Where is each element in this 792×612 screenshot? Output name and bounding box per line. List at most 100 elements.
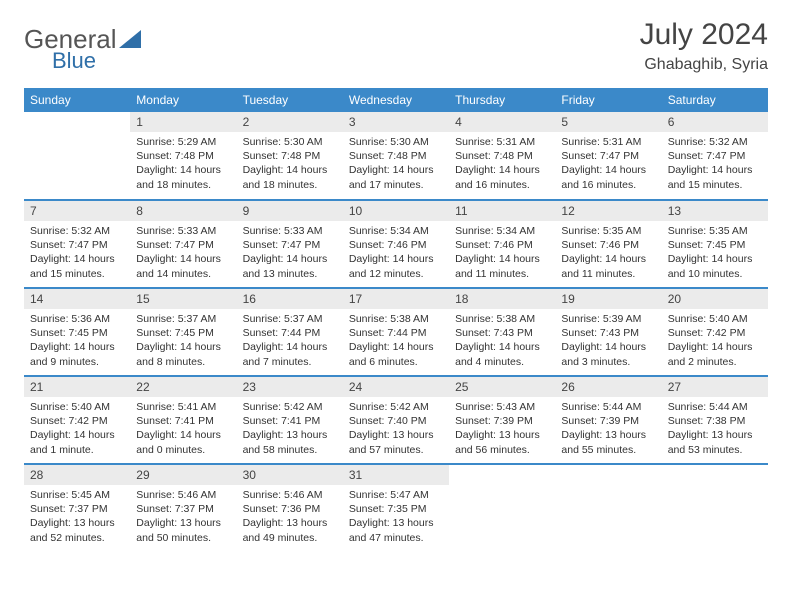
sunrise-line: Sunrise: 5:43 AM [455, 400, 549, 414]
sunset-line: Sunset: 7:38 PM [668, 414, 762, 428]
day-content: Sunrise: 5:37 AMSunset: 7:45 PMDaylight:… [130, 309, 236, 375]
day-content: Sunrise: 5:35 AMSunset: 7:46 PMDaylight:… [555, 221, 661, 287]
sunset-line: Sunset: 7:44 PM [349, 326, 443, 340]
calendar-day-cell: 30Sunrise: 5:46 AMSunset: 7:36 PMDayligh… [237, 464, 343, 552]
sunrise-line: Sunrise: 5:35 AM [668, 224, 762, 238]
calendar-week-row: 1Sunrise: 5:29 AMSunset: 7:48 PMDaylight… [24, 112, 768, 200]
day-content: Sunrise: 5:45 AMSunset: 7:37 PMDaylight:… [24, 485, 130, 551]
day-content: Sunrise: 5:44 AMSunset: 7:39 PMDaylight:… [555, 397, 661, 463]
day-number: 22 [130, 377, 236, 397]
sunset-line: Sunset: 7:40 PM [349, 414, 443, 428]
daylight-line: Daylight: 14 hours and 14 minutes. [136, 252, 230, 280]
day-content: Sunrise: 5:38 AMSunset: 7:44 PMDaylight:… [343, 309, 449, 375]
daylight-line: Daylight: 13 hours and 53 minutes. [668, 428, 762, 456]
daylight-line: Daylight: 14 hours and 12 minutes. [349, 252, 443, 280]
calendar-day-cell: 16Sunrise: 5:37 AMSunset: 7:44 PMDayligh… [237, 288, 343, 376]
sunset-line: Sunset: 7:45 PM [30, 326, 124, 340]
daylight-line: Daylight: 13 hours and 52 minutes. [30, 516, 124, 544]
weekday-header-row: SundayMondayTuesdayWednesdayThursdayFrid… [24, 88, 768, 112]
sunrise-line: Sunrise: 5:29 AM [136, 135, 230, 149]
sunrise-line: Sunrise: 5:33 AM [243, 224, 337, 238]
weekday-header: Wednesday [343, 88, 449, 112]
day-content: Sunrise: 5:40 AMSunset: 7:42 PMDaylight:… [662, 309, 768, 375]
sunset-line: Sunset: 7:37 PM [136, 502, 230, 516]
daylight-line: Daylight: 13 hours and 47 minutes. [349, 516, 443, 544]
calendar-day-cell: 7Sunrise: 5:32 AMSunset: 7:47 PMDaylight… [24, 200, 130, 288]
location: Ghabaghib, Syria [640, 56, 768, 74]
weekday-header: Friday [555, 88, 661, 112]
day-number: 30 [237, 465, 343, 485]
sunset-line: Sunset: 7:45 PM [136, 326, 230, 340]
title-block: July 2024 Ghabaghib, Syria [640, 18, 768, 74]
sunset-line: Sunset: 7:46 PM [561, 238, 655, 252]
month-title: July 2024 [640, 18, 768, 52]
daylight-line: Daylight: 14 hours and 3 minutes. [561, 340, 655, 368]
day-content: Sunrise: 5:31 AMSunset: 7:47 PMDaylight:… [555, 132, 661, 198]
sunset-line: Sunset: 7:36 PM [243, 502, 337, 516]
day-number: 6 [662, 112, 768, 132]
daylight-line: Daylight: 14 hours and 13 minutes. [243, 252, 337, 280]
sunrise-line: Sunrise: 5:44 AM [561, 400, 655, 414]
day-number: 9 [237, 201, 343, 221]
calendar-week-row: 14Sunrise: 5:36 AMSunset: 7:45 PMDayligh… [24, 288, 768, 376]
day-number: 17 [343, 289, 449, 309]
logo-triangle-icon [119, 30, 141, 48]
sunset-line: Sunset: 7:47 PM [243, 238, 337, 252]
day-number: 23 [237, 377, 343, 397]
daylight-line: Daylight: 14 hours and 11 minutes. [561, 252, 655, 280]
day-content: Sunrise: 5:46 AMSunset: 7:37 PMDaylight:… [130, 485, 236, 551]
logo-word-2: Blue [52, 48, 96, 74]
daylight-line: Daylight: 13 hours and 56 minutes. [455, 428, 549, 456]
sunrise-line: Sunrise: 5:37 AM [136, 312, 230, 326]
calendar-day-cell: 9 Sunrise: 5:33 AMSunset: 7:47 PMDaylight… [237, 200, 343, 288]
sunrise-line: Sunrise: 5:46 AM [243, 488, 337, 502]
weekday-header: Thursday [449, 88, 555, 112]
sunset-line: Sunset: 7:47 PM [136, 238, 230, 252]
day-number: 18 [449, 289, 555, 309]
daylight-line: Daylight: 14 hours and 17 minutes. [349, 163, 443, 191]
sunset-line: Sunset: 7:41 PM [136, 414, 230, 428]
day-content: Sunrise: 5:42 AMSunset: 7:40 PMDaylight:… [343, 397, 449, 463]
sunset-line: Sunset: 7:42 PM [30, 414, 124, 428]
daylight-line: Daylight: 14 hours and 8 minutes. [136, 340, 230, 368]
sunset-line: Sunset: 7:43 PM [561, 326, 655, 340]
daylight-line: Daylight: 14 hours and 11 minutes. [455, 252, 549, 280]
sunrise-line: Sunrise: 5:40 AM [668, 312, 762, 326]
sunrise-line: Sunrise: 5:38 AM [349, 312, 443, 326]
day-content: Sunrise: 5:30 AMSunset: 7:48 PMDaylight:… [237, 132, 343, 198]
sunset-line: Sunset: 7:43 PM [455, 326, 549, 340]
sunset-line: Sunset: 7:41 PM [243, 414, 337, 428]
daylight-line: Daylight: 14 hours and 1 minute. [30, 428, 124, 456]
daylight-line: Daylight: 14 hours and 15 minutes. [668, 163, 762, 191]
sunrise-line: Sunrise: 5:36 AM [30, 312, 124, 326]
day-number: 2 [237, 112, 343, 132]
calendar-day-cell: 3Sunrise: 5:30 AMSunset: 7:48 PMDaylight… [343, 112, 449, 200]
calendar-day-cell: 10Sunrise: 5:34 AMSunset: 7:46 PMDayligh… [343, 200, 449, 288]
sunset-line: Sunset: 7:48 PM [455, 149, 549, 163]
day-number: 13 [662, 201, 768, 221]
sunset-line: Sunset: 7:47 PM [561, 149, 655, 163]
daylight-line: Daylight: 14 hours and 10 minutes. [668, 252, 762, 280]
day-content: Sunrise: 5:43 AMSunset: 7:39 PMDaylight:… [449, 397, 555, 463]
day-number: 7 [24, 201, 130, 221]
calendar-day-cell: 26Sunrise: 5:44 AMSunset: 7:39 PMDayligh… [555, 376, 661, 464]
daylight-line: Daylight: 14 hours and 9 minutes. [30, 340, 124, 368]
day-number: 28 [24, 465, 130, 485]
daylight-line: Daylight: 14 hours and 16 minutes. [455, 163, 549, 191]
day-content: Sunrise: 5:35 AMSunset: 7:45 PMDaylight:… [662, 221, 768, 287]
day-number: 15 [130, 289, 236, 309]
sunset-line: Sunset: 7:46 PM [349, 238, 443, 252]
calendar-day-cell: 11Sunrise: 5:34 AMSunset: 7:46 PMDayligh… [449, 200, 555, 288]
sunset-line: Sunset: 7:45 PM [668, 238, 762, 252]
calendar-day-cell: 13Sunrise: 5:35 AMSunset: 7:45 PMDayligh… [662, 200, 768, 288]
sunrise-line: Sunrise: 5:35 AM [561, 224, 655, 238]
calendar-day-cell: 19Sunrise: 5:39 AMSunset: 7:43 PMDayligh… [555, 288, 661, 376]
sunset-line: Sunset: 7:42 PM [668, 326, 762, 340]
day-number: 11 [449, 201, 555, 221]
daylight-line: Daylight: 14 hours and 16 minutes. [561, 163, 655, 191]
calendar-empty-cell [24, 112, 130, 200]
sunrise-line: Sunrise: 5:44 AM [668, 400, 762, 414]
calendar-day-cell: 1Sunrise: 5:29 AMSunset: 7:48 PMDaylight… [130, 112, 236, 200]
day-content: Sunrise: 5:47 AMSunset: 7:35 PMDaylight:… [343, 485, 449, 551]
sunrise-line: Sunrise: 5:34 AM [349, 224, 443, 238]
